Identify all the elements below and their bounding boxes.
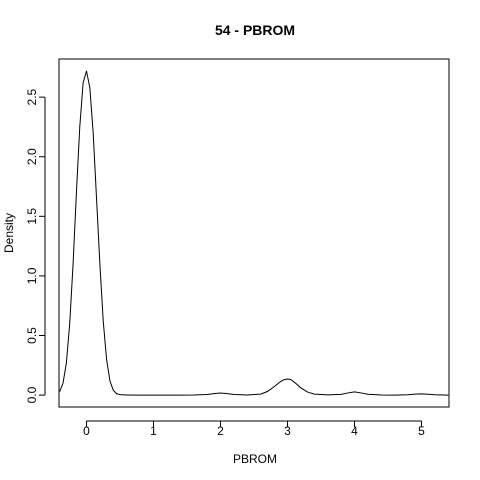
plot-frame (58, 58, 450, 408)
y-tick-label: 2.5 (25, 88, 39, 105)
y-tick-label: 0.0 (25, 386, 39, 403)
x-axis-label: PBROM (233, 452, 277, 466)
x-tick-label: 1 (150, 424, 157, 438)
y-tick-label: 1.5 (25, 208, 39, 225)
x-axis: 0 1 2 3 4 5 (83, 420, 425, 438)
y-axis-label: Density (2, 213, 16, 253)
x-tick-label: 5 (418, 424, 425, 438)
y-tick-label: 2.0 (25, 148, 39, 165)
x-tick-label: 4 (351, 424, 358, 438)
chart-title: 54 - PBROM (215, 22, 295, 38)
x-tick-label: 3 (284, 424, 291, 438)
y-tick-label: 1.0 (25, 267, 39, 284)
x-tick-label: 2 (217, 424, 224, 438)
x-tick-label: 0 (83, 424, 90, 438)
y-tick-label: 0.5 (25, 327, 39, 344)
density-curve (59, 70, 449, 396)
y-axis: 0.0 0.5 1.0 1.5 2.0 2.5 (25, 88, 46, 403)
